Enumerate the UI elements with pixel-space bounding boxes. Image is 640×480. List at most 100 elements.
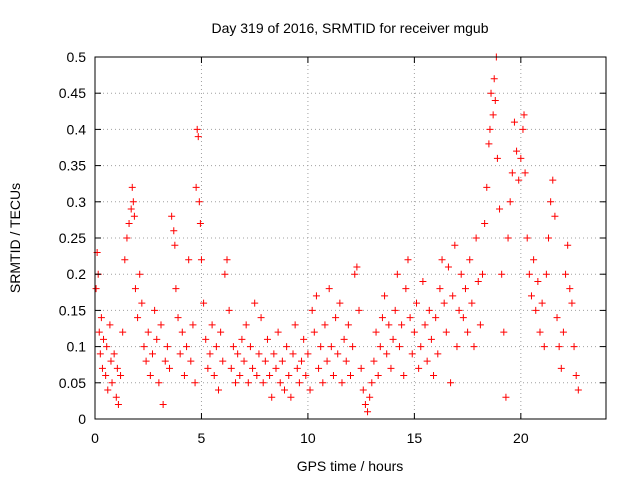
data-point — [136, 270, 144, 278]
data-point — [427, 335, 435, 343]
data-point — [185, 256, 193, 264]
data-point — [506, 198, 514, 206]
data-point — [436, 285, 444, 293]
data-point — [274, 328, 282, 336]
data-point — [270, 350, 278, 358]
data-point — [202, 335, 210, 343]
data-point — [536, 328, 544, 336]
data-point — [194, 133, 202, 141]
data-point — [574, 386, 582, 394]
data-point — [193, 125, 201, 133]
data-point — [449, 292, 457, 300]
data-point — [479, 270, 487, 278]
data-point — [400, 372, 408, 380]
data-point — [336, 299, 344, 307]
data-point — [221, 270, 229, 278]
data-point — [408, 350, 416, 358]
data-point — [161, 357, 169, 365]
y-tick-label: 0.45 — [59, 85, 86, 101]
data-point — [447, 379, 455, 387]
data-point — [393, 270, 401, 278]
data-point — [134, 314, 142, 322]
data-point — [364, 408, 372, 416]
data-point — [285, 372, 293, 380]
data-point — [100, 335, 108, 343]
data-point — [155, 379, 163, 387]
data-point — [381, 292, 389, 300]
data-point — [359, 386, 367, 394]
data-point — [342, 357, 350, 365]
data-point — [570, 343, 578, 351]
data-point — [117, 372, 125, 380]
data-point — [195, 198, 203, 206]
data-point — [229, 343, 237, 351]
data-point — [415, 364, 423, 372]
data-point — [293, 364, 301, 372]
data-point — [210, 372, 218, 380]
data-point — [96, 350, 104, 358]
data-point — [419, 277, 427, 285]
data-point — [510, 118, 518, 126]
data-point — [472, 234, 480, 242]
data-point — [457, 270, 465, 278]
data-point — [564, 241, 572, 249]
data-point — [300, 335, 308, 343]
data-point — [406, 314, 414, 322]
data-point — [530, 256, 538, 264]
data-point — [261, 357, 269, 365]
data-point — [557, 364, 565, 372]
data-point — [298, 357, 306, 365]
data-point — [464, 328, 472, 336]
data-point — [572, 372, 580, 380]
x-axis-title: GPS time / hours — [297, 458, 404, 474]
data-point — [327, 343, 335, 351]
data-point — [523, 234, 531, 242]
data-point — [498, 270, 506, 278]
data-point — [470, 343, 478, 351]
data-point — [171, 241, 179, 249]
data-point — [236, 372, 244, 380]
data-point — [430, 372, 438, 380]
data-point — [123, 234, 131, 242]
data-point — [425, 306, 433, 314]
data-point — [107, 357, 115, 365]
data-point — [515, 176, 523, 184]
data-point — [129, 198, 137, 206]
data-point — [410, 328, 418, 336]
data-point — [485, 140, 493, 148]
grid-lines — [95, 57, 606, 419]
data-point — [183, 343, 191, 351]
data-point — [121, 256, 129, 264]
data-point — [170, 227, 178, 235]
data-point — [532, 306, 540, 314]
data-point — [312, 292, 320, 300]
data-point — [242, 321, 250, 329]
data-point — [481, 220, 489, 228]
data-point — [125, 220, 133, 228]
data-point — [461, 285, 469, 293]
data-point — [490, 75, 498, 83]
data-point — [174, 314, 182, 322]
data-point — [321, 321, 329, 329]
data-point — [108, 379, 116, 387]
data-point — [268, 393, 276, 401]
data-point — [146, 372, 154, 380]
data-point — [395, 343, 403, 351]
data-point — [119, 328, 127, 336]
data-point — [525, 270, 533, 278]
data-point — [487, 89, 495, 97]
data-point — [153, 335, 161, 343]
y-tick-label: 0.5 — [67, 49, 87, 65]
data-point — [504, 234, 512, 242]
data-point — [223, 256, 231, 264]
data-point — [417, 343, 425, 351]
data-point — [255, 350, 263, 358]
data-point — [208, 321, 216, 329]
data-point — [102, 372, 110, 380]
data-point — [538, 299, 546, 307]
data-point — [253, 372, 261, 380]
data-point — [244, 379, 252, 387]
data-point — [489, 111, 497, 119]
data-point — [398, 321, 406, 329]
data-point — [187, 357, 195, 365]
